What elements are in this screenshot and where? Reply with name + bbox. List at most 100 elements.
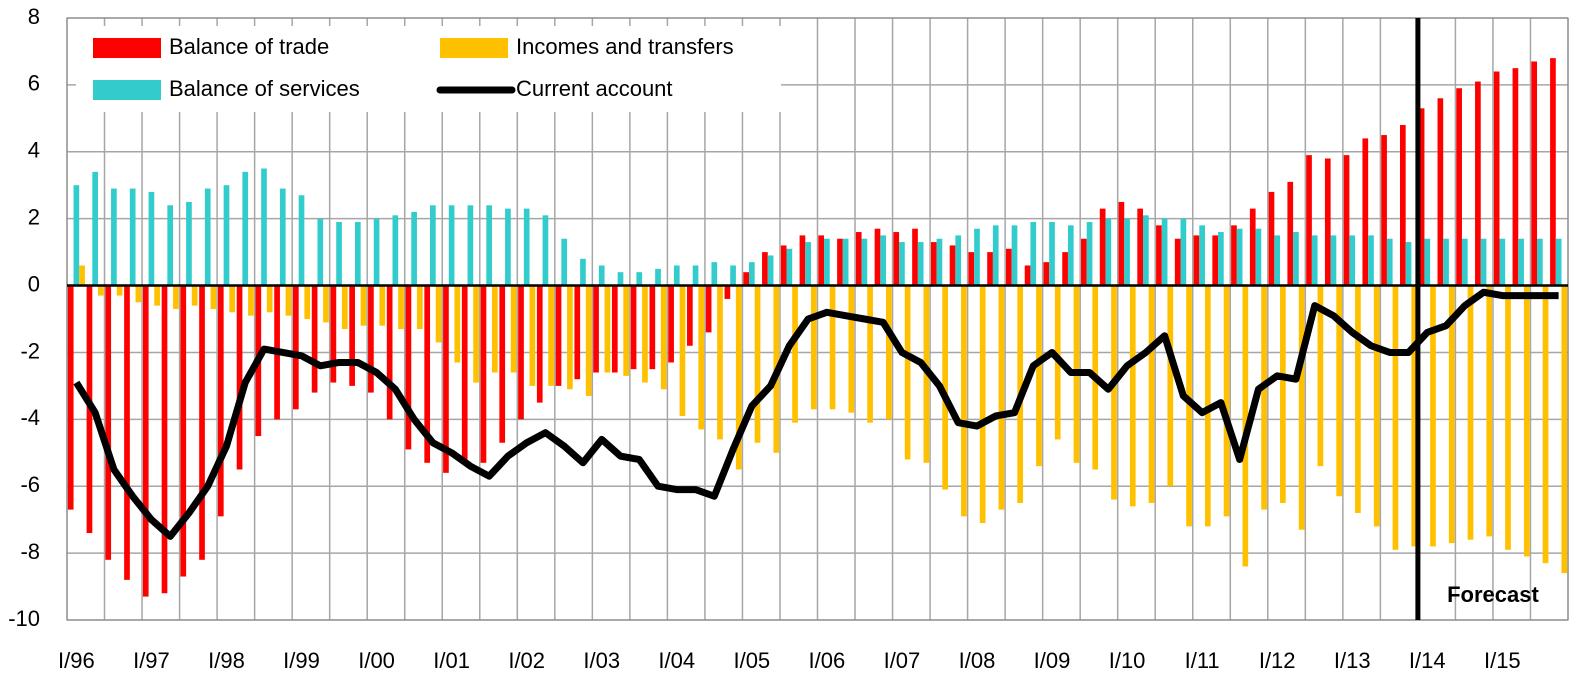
- x-tick-label: I/15: [1484, 648, 1521, 673]
- bar: [829, 285, 836, 410]
- bar: [336, 222, 342, 286]
- bar: [217, 285, 224, 517]
- bar: [1231, 225, 1237, 286]
- bar: [73, 185, 80, 286]
- legend-label: Current account: [516, 76, 673, 101]
- bar: [443, 285, 449, 473]
- bar: [323, 285, 329, 323]
- bar: [617, 272, 624, 286]
- bar: [386, 285, 393, 420]
- bar: [285, 285, 292, 316]
- bar: [1261, 285, 1267, 510]
- bar: [1280, 285, 1286, 503]
- x-tick-label: I/14: [1409, 648, 1446, 673]
- bar: [711, 262, 718, 286]
- bar: [111, 188, 117, 286]
- bar: [1467, 285, 1474, 540]
- bar: [1424, 238, 1431, 286]
- y-tick-label: -10: [8, 606, 40, 631]
- bar: [837, 238, 843, 286]
- bar: [341, 285, 348, 330]
- bar: [673, 265, 680, 286]
- bar: [1030, 222, 1037, 286]
- bar: [368, 285, 374, 393]
- bar: [210, 285, 217, 309]
- bar: [1418, 108, 1425, 286]
- bar: [1336, 285, 1342, 497]
- x-tick-label: I/98: [208, 648, 245, 673]
- bar: [623, 285, 630, 376]
- bar: [1475, 81, 1481, 286]
- bar: [636, 272, 643, 286]
- bar: [129, 188, 136, 286]
- bar: [886, 285, 892, 420]
- bar: [855, 232, 862, 286]
- x-tick-label: I/10: [1109, 648, 1146, 673]
- bar: [692, 265, 699, 286]
- bar: [1011, 225, 1018, 286]
- bar: [1129, 285, 1136, 507]
- bar: [1024, 265, 1031, 286]
- bar: [266, 285, 273, 313]
- bar: [762, 252, 768, 286]
- bar: [1156, 225, 1162, 286]
- bar: [261, 168, 267, 286]
- bar: [1343, 155, 1350, 286]
- bar: [1268, 191, 1275, 286]
- bar: [1005, 248, 1012, 286]
- bar: [1437, 98, 1444, 286]
- bar: [293, 285, 299, 410]
- x-tick-label: I/99: [283, 648, 320, 673]
- bar: [874, 228, 881, 286]
- bar: [942, 285, 948, 490]
- bar: [461, 285, 468, 463]
- bar: [1174, 238, 1181, 286]
- bar: [1499, 238, 1506, 286]
- bar: [523, 208, 530, 286]
- bar: [1036, 285, 1042, 467]
- bar: [430, 205, 436, 286]
- bar: [1199, 225, 1205, 286]
- bar: [679, 285, 686, 416]
- bar: [223, 185, 230, 286]
- bar: [974, 228, 980, 286]
- y-tick-label: 0: [28, 271, 40, 296]
- bar: [655, 268, 661, 286]
- bar: [542, 215, 549, 286]
- bar: [687, 285, 693, 346]
- legend-swatch: [93, 38, 161, 58]
- bar: [1373, 285, 1380, 527]
- legend-label: Balance of services: [169, 76, 360, 101]
- bar: [1411, 285, 1418, 547]
- bar: [611, 285, 618, 373]
- bar: [1143, 215, 1149, 286]
- bar: [405, 285, 412, 450]
- bar: [748, 262, 755, 286]
- bar: [518, 285, 524, 420]
- bar: [792, 285, 798, 423]
- bar: [912, 228, 918, 286]
- bar: [154, 285, 160, 306]
- bar: [805, 242, 811, 286]
- bar: [867, 285, 873, 423]
- bar: [1550, 58, 1556, 286]
- bar: [1249, 208, 1256, 286]
- bar: [1443, 238, 1449, 286]
- bar: [1062, 252, 1068, 286]
- bar: [893, 232, 900, 286]
- bar: [555, 285, 562, 386]
- bar: [1067, 225, 1074, 286]
- bar: [1461, 238, 1468, 286]
- bar: [1293, 232, 1299, 286]
- bar: [1186, 285, 1192, 527]
- bar: [1480, 238, 1487, 286]
- y-tick-label: 8: [28, 4, 40, 29]
- x-tick-label: I/01: [433, 648, 470, 673]
- y-tick-label: -2: [20, 338, 40, 363]
- bar: [510, 285, 517, 373]
- bar: [473, 285, 479, 383]
- bar: [92, 171, 98, 286]
- x-tick-label: I/05: [733, 648, 770, 673]
- x-tick-label: I/96: [58, 648, 95, 673]
- bar: [186, 201, 192, 286]
